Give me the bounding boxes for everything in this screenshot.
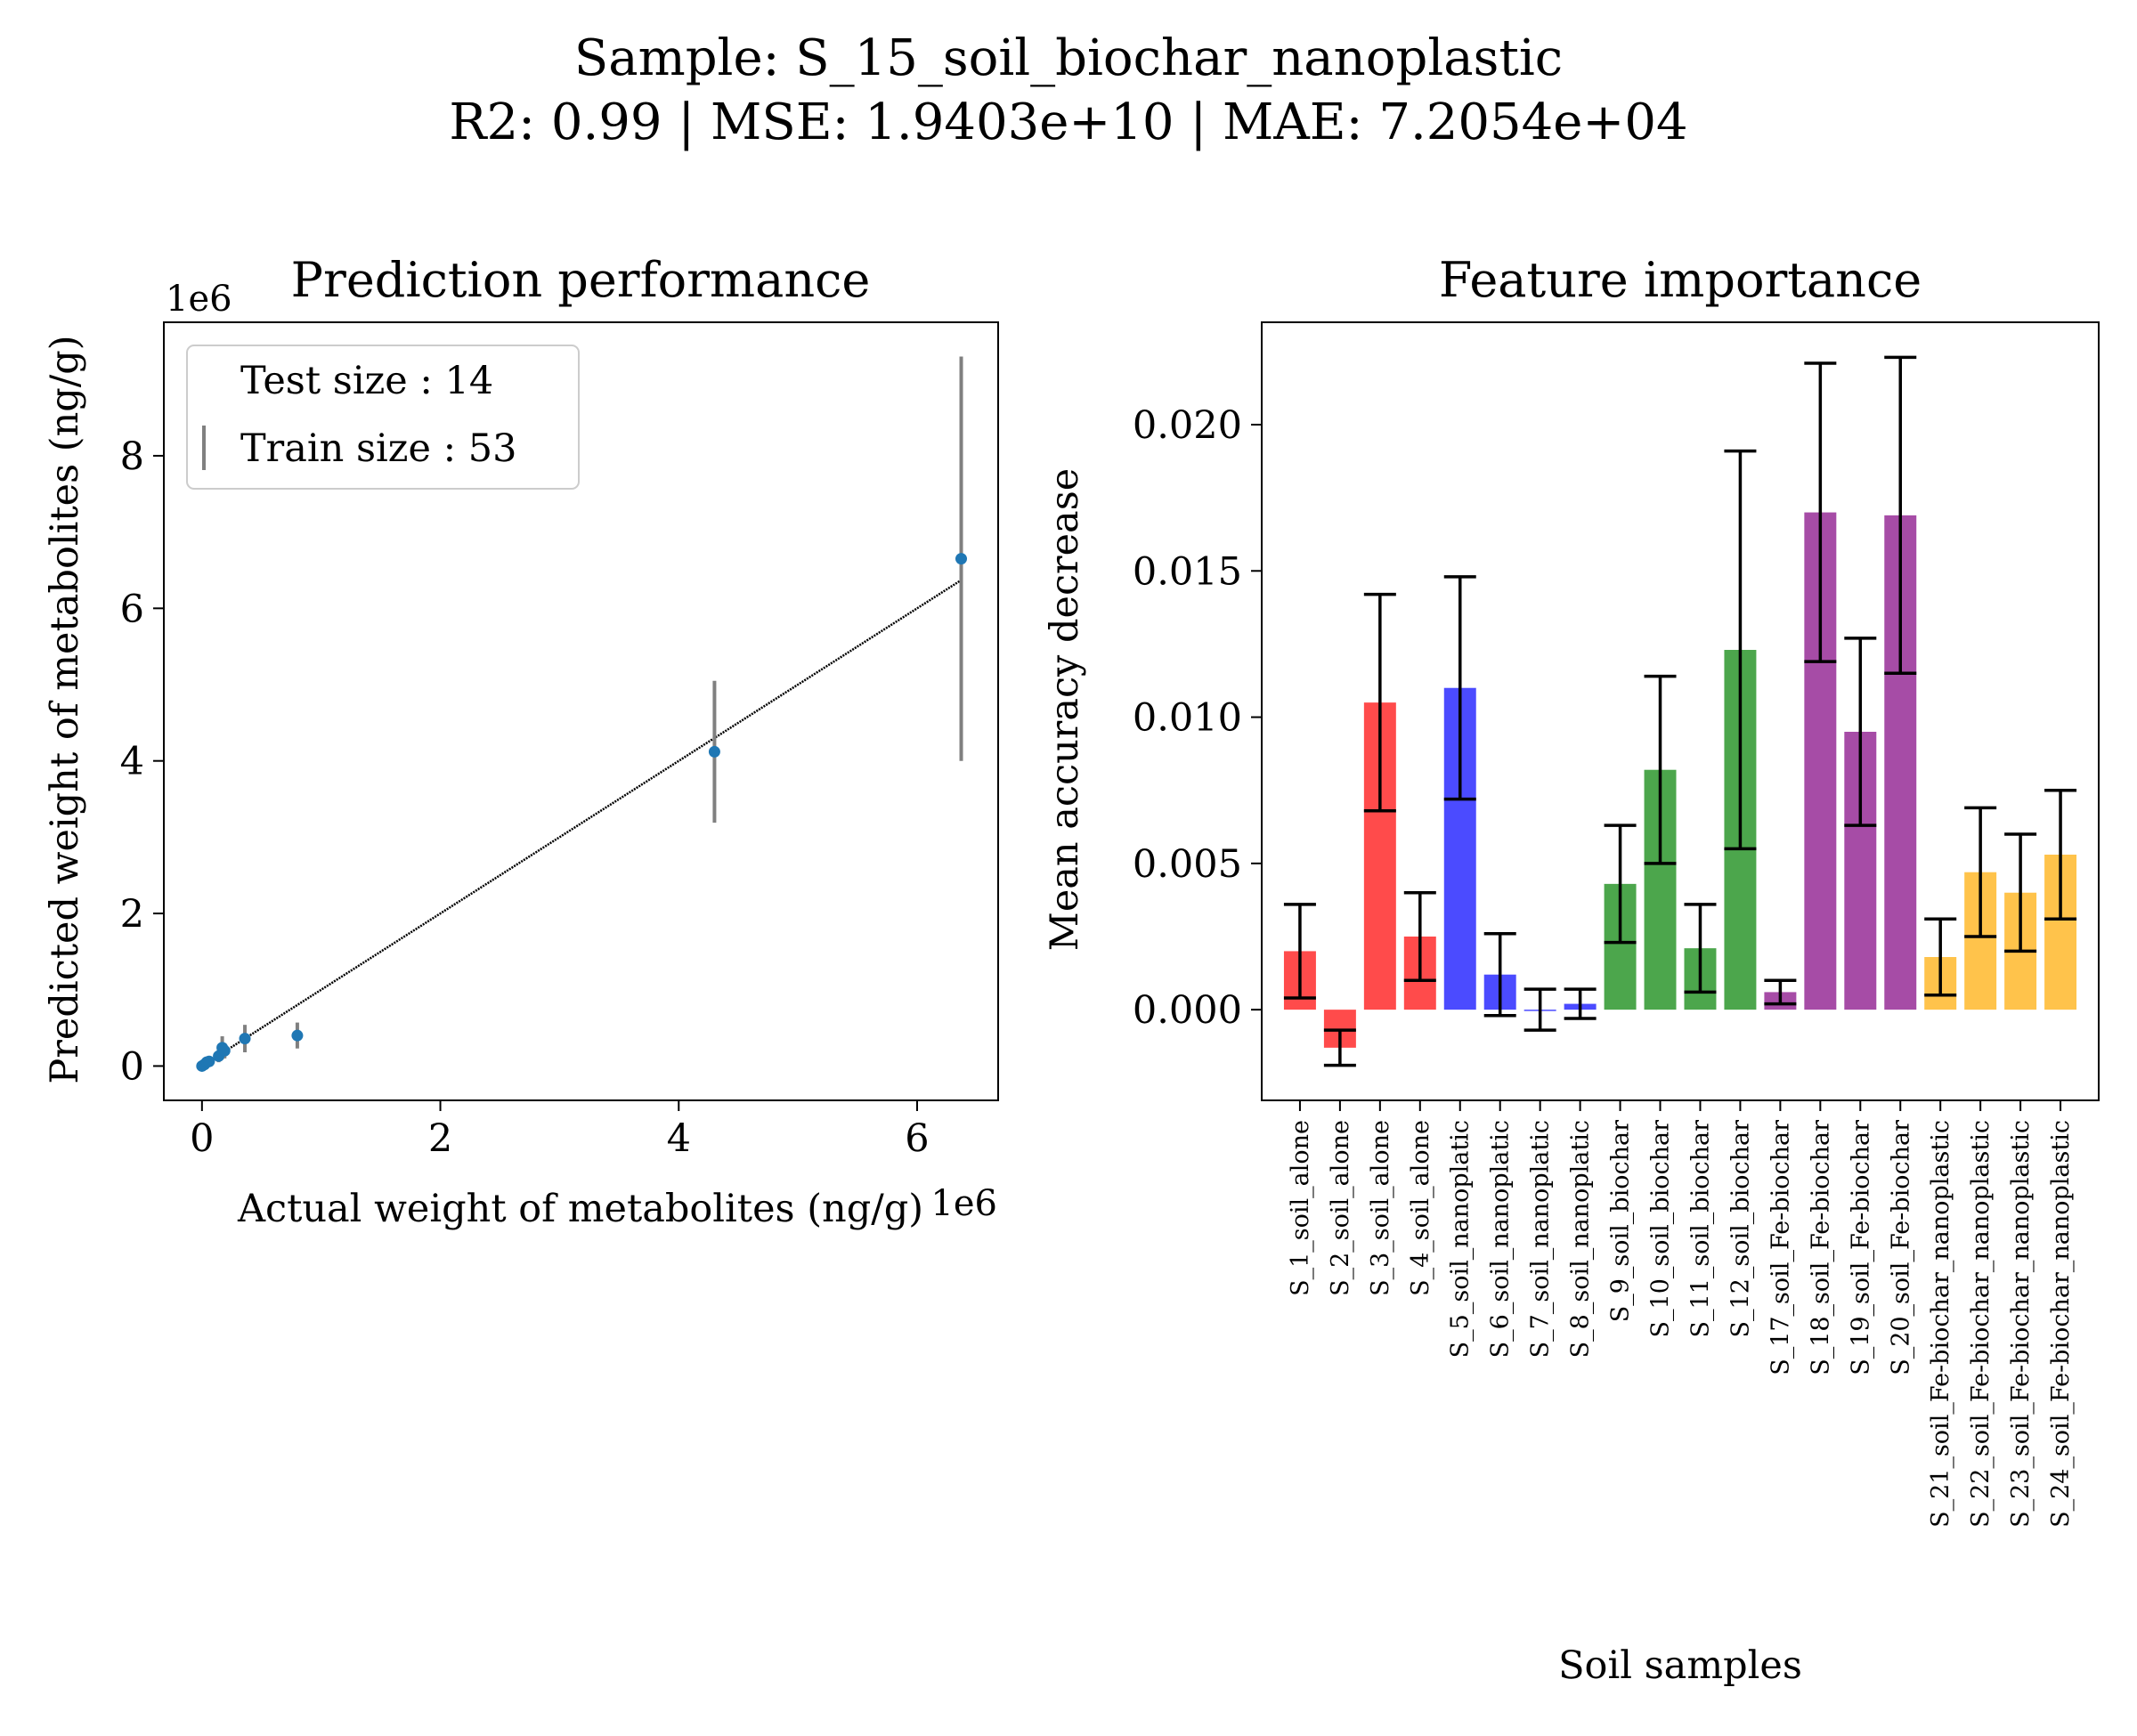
y-tick-label: 0.015: [1133, 549, 1242, 594]
y-tick-label: 6: [120, 587, 144, 631]
feature-importance-panel: Feature importance 0.0000.0050.0100.0150…: [1043, 252, 2100, 1688]
y-tick-label: 2: [120, 892, 144, 937]
x-tick-label: 6: [905, 1116, 929, 1161]
category-tick-label: S_5_soil_nanoplatic: [1447, 1120, 1475, 1358]
bar-errorbar-layer: [1283, 355, 2077, 1067]
y-tick-label: 0.000: [1133, 988, 1242, 1033]
right-chart-title: Feature importance: [1439, 252, 1922, 308]
x-tick-label: 4: [667, 1116, 691, 1161]
category-tick-label: S_11_soil_biochar: [1686, 1120, 1714, 1338]
category-tick-label: S_6_soil_nanoplatic: [1487, 1120, 1515, 1358]
category-tick-label: S_9_soil_biochar: [1607, 1120, 1635, 1322]
y-tick-label: 0.010: [1133, 696, 1242, 741]
category-tick-label: S_3_soil_alone: [1367, 1120, 1394, 1296]
category-tick-label: S_1_soil_alone: [1287, 1120, 1314, 1296]
left-axes-frame: [163, 321, 999, 1101]
left-x-axis-label: Actual weight of metabolites (ng/g): [237, 1187, 923, 1231]
legend-entry-test: Test size : 14: [240, 359, 493, 403]
category-tick-label: S_12_soil_biochar: [1727, 1120, 1754, 1338]
data-point: [239, 1033, 251, 1045]
category-tick-label: S_23_soil_Fe-biochar_nanoplastic: [2007, 1120, 2035, 1528]
category-tick-label: S_7_soil_nanoplatic: [1527, 1120, 1555, 1358]
category-tick-label: S_17_soil_Fe-biochar: [1767, 1120, 1794, 1375]
category-tick-label: S_4_soil_alone: [1407, 1120, 1434, 1296]
legend: Test size : 14 Train size : 53: [186, 345, 580, 490]
category-tick-label: S_18_soil_Fe-biochar: [1807, 1120, 1834, 1375]
x-tick-label: 0: [190, 1116, 214, 1161]
y-tick-label: 4: [120, 740, 144, 784]
category-tick-label: S_24_soil_Fe-biochar_nanoplastic: [2047, 1120, 2075, 1528]
right-x-axis-label: Soil samples: [1558, 1643, 1802, 1688]
data-point: [203, 1055, 215, 1067]
fit-line-layer: [201, 579, 963, 1067]
legend-entry-train: Train size : 53: [240, 426, 516, 471]
x-tick-label: 2: [428, 1116, 452, 1161]
category-tick-label: S_8_soil_nanoplatic: [1567, 1120, 1595, 1358]
left-chart-title: Prediction performance: [291, 252, 871, 308]
right-axes-ticks: 0.000 0.005 0.010 0.015 0.020: [1133, 403, 1262, 1033]
prediction-panel: Prediction performance 0 2 4 6 0 2 4 6 8 1e6 1e6…: [43, 252, 999, 1231]
legend-box: [186, 345, 580, 490]
left-axes-ticks: 0 2 4 6 0 2 4 6 8: [120, 434, 930, 1161]
x-offset-text: 1e6: [930, 1183, 997, 1224]
category-tick-label: S_22_soil_Fe-biochar_nanoplastic: [1967, 1120, 1995, 1528]
y-tick-label: 0: [120, 1044, 144, 1089]
category-tick-label: S_19_soil_Fe-biochar: [1847, 1120, 1874, 1375]
data-point: [955, 553, 968, 565]
y-tick-label: 8: [120, 434, 144, 479]
category-tick-label: S_20_soil_Fe-biochar: [1887, 1120, 1914, 1375]
y-tick-label: 0.020: [1133, 403, 1242, 448]
data-point: [708, 745, 720, 758]
point-layer: [196, 553, 968, 1072]
category-tick-label: S_21_soil_Fe-biochar_nanoplastic: [1927, 1120, 1954, 1528]
y-tick-label: 0.005: [1133, 842, 1242, 887]
right-y-axis-label: Mean accuracy decrease: [1043, 468, 1087, 951]
data-point: [291, 1029, 304, 1042]
left-y-axis-label: Predicted weight of metabolites (ng/g): [43, 335, 87, 1083]
right-axes-frame: [1261, 321, 2100, 1101]
bar-layer: [1283, 512, 2077, 1048]
figure-suptitle: Sample: S_15_soil_biochar_nanoplastic: [573, 29, 1564, 87]
fit-line: [201, 579, 963, 1067]
figure-metrics-line: R2: 0.99 | MSE: 1.9403e+10 | MAE: 7.2054…: [449, 93, 1688, 151]
category-tick-label: S_10_soil_biochar: [1647, 1120, 1675, 1338]
data-point: [218, 1044, 231, 1057]
category-tick-labels: S_1_soil_alone S_2_soil_alone S_3_soil_alo…: [1287, 1100, 2075, 1528]
category-tick-label: S_2_soil_alone: [1327, 1120, 1354, 1296]
y-offset-text: 1e6: [166, 279, 232, 320]
